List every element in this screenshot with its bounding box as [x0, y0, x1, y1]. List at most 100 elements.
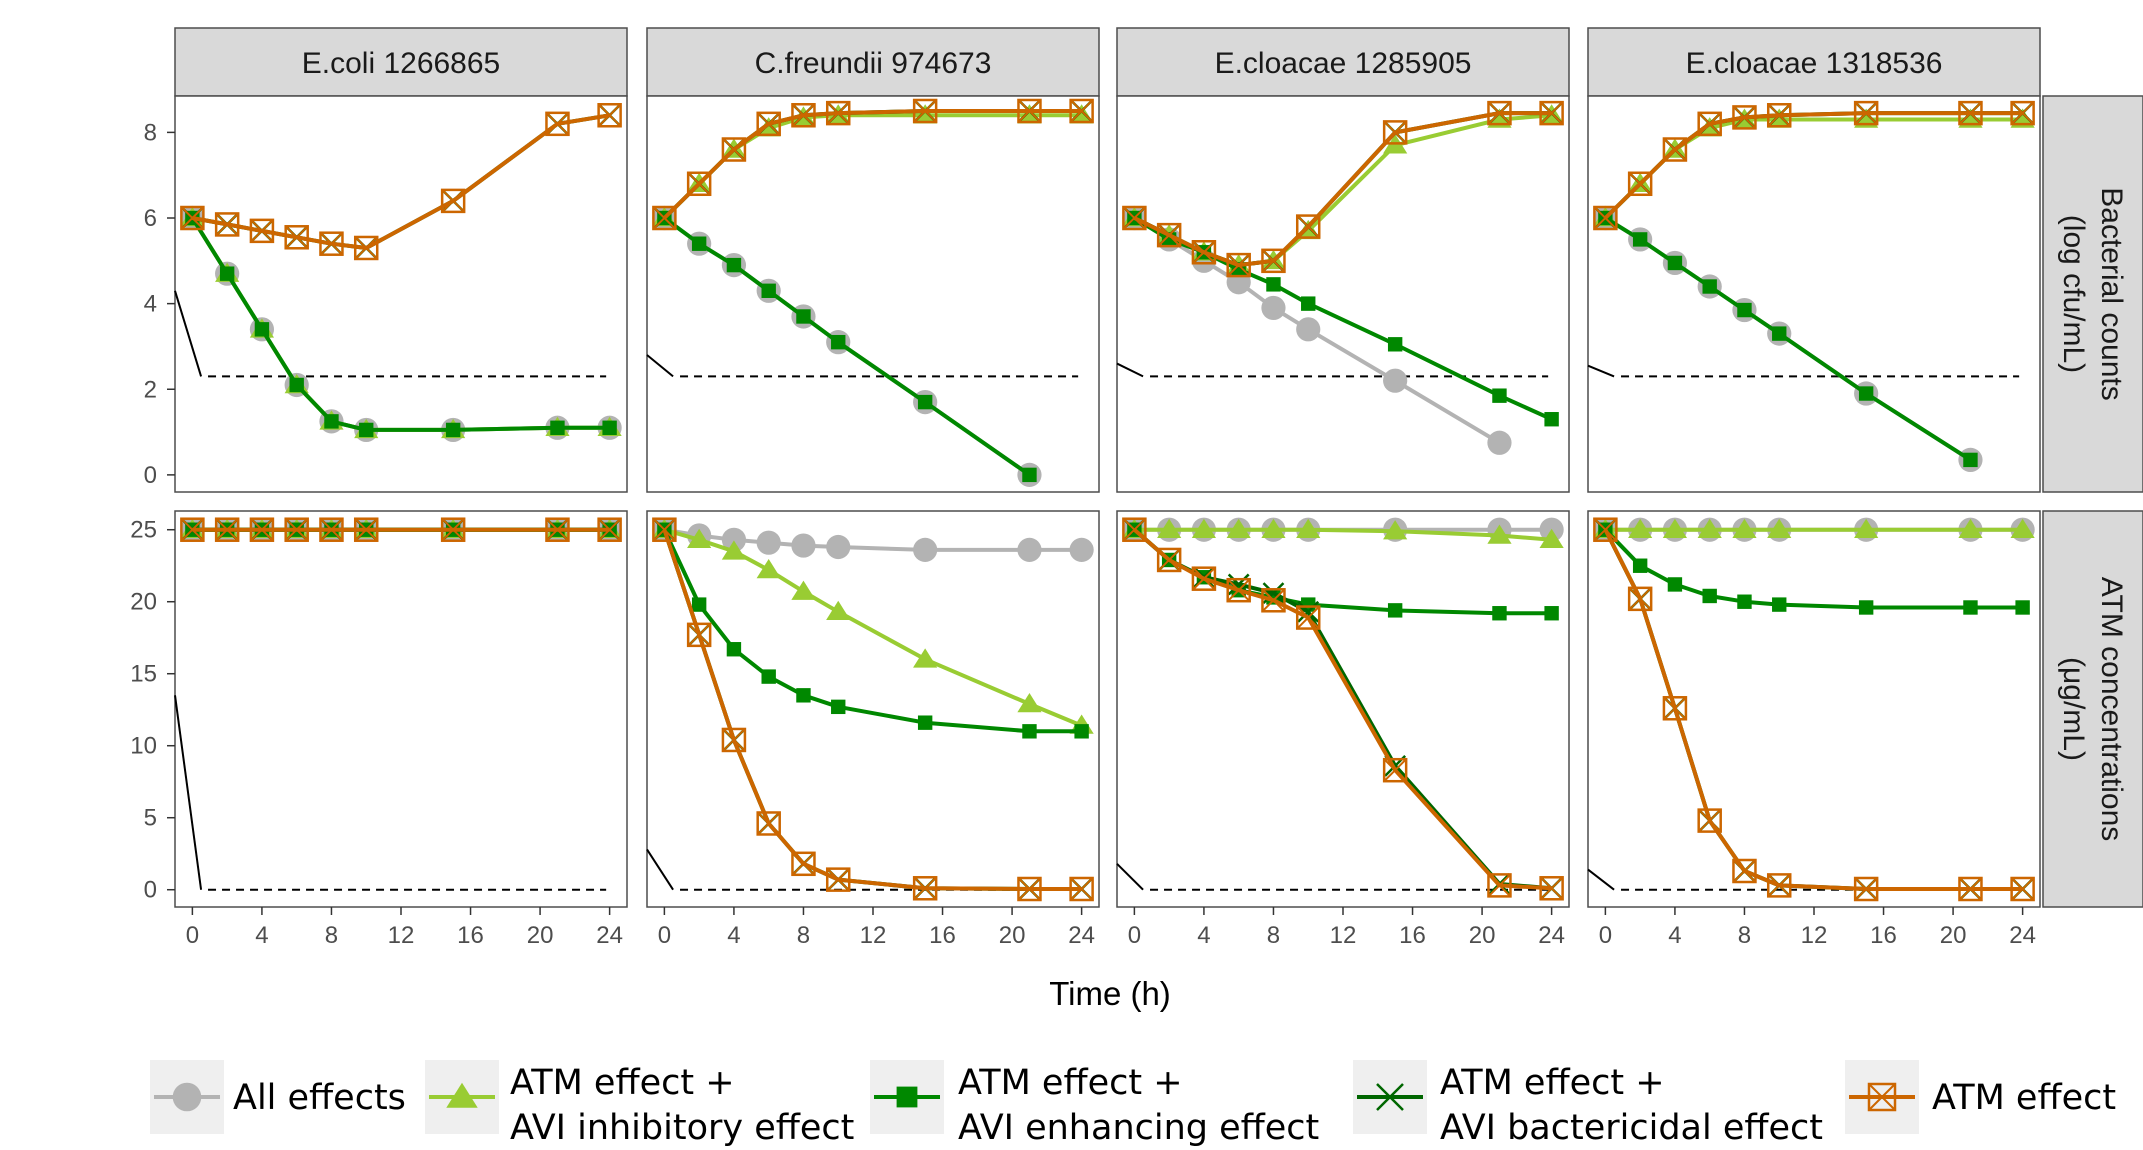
marker-box [652, 205, 677, 231]
data-point [550, 420, 565, 435]
data-point [1963, 452, 1978, 468]
x-tick-label: 8 [325, 922, 338, 949]
x-tick-label: 20 [527, 922, 554, 949]
data-point [721, 137, 747, 162]
marker-triangle [1662, 518, 1688, 538]
marker-box-cross [1958, 877, 1983, 901]
data-point [1487, 100, 1512, 126]
data-point [1702, 588, 1717, 604]
marker-box [440, 517, 466, 542]
panel-frame [646, 95, 1100, 493]
marker-circle [791, 533, 816, 558]
data-point [1539, 100, 1564, 126]
data-point [1958, 100, 1983, 126]
y-tick-label: 25 [130, 517, 157, 544]
marker-square [1772, 597, 1787, 612]
data-point [1593, 517, 1618, 542]
marker-box-cross [1628, 587, 1652, 611]
marker-triangle [1697, 518, 1722, 538]
legend-label-line: ATM effect [1932, 1078, 2116, 1118]
data-point [1662, 518, 1688, 538]
data-point [1958, 518, 1983, 538]
x-tick-label: 0 [1128, 922, 1141, 949]
data-point [1191, 566, 1217, 591]
marker-box [1017, 98, 1042, 124]
facet-strip-column [174, 27, 628, 97]
legend-label-line: AVI inhibitory effect [510, 1108, 854, 1148]
strip-label-line: (μg/mL) [2057, 657, 2090, 761]
marker-box [1539, 100, 1564, 126]
data-point [1296, 317, 1321, 342]
lloq-slope-line [646, 354, 674, 378]
marker-box [721, 137, 747, 162]
data-point [1191, 240, 1217, 265]
marker-box [1958, 100, 1983, 126]
lloq-slope-line [1587, 364, 1615, 378]
marker-circle [1017, 537, 1042, 562]
data-point [831, 699, 846, 715]
marker-triangle [756, 559, 781, 579]
data-point [1732, 858, 1757, 884]
data-point [1266, 277, 1281, 292]
marker-box [791, 851, 816, 877]
data-point [1017, 876, 1042, 902]
data-point [756, 530, 781, 555]
x-tick-label: 24 [2009, 922, 2036, 949]
data-point [1963, 600, 1978, 615]
marker-box-cross [1868, 1083, 1896, 1111]
data-point [1022, 467, 1037, 483]
marker-box-cross [1383, 120, 1407, 145]
strip-label-line: (log cfu/mL) [2057, 215, 2090, 373]
data-point [791, 533, 816, 558]
data-point [1387, 337, 1403, 352]
data-point [796, 309, 811, 324]
marker-box-cross [180, 518, 205, 542]
data-point [721, 527, 747, 552]
marker-triangle [913, 648, 938, 668]
marker-square [761, 669, 776, 684]
marker-box-cross [1697, 808, 1722, 833]
marker-box-cross [1069, 877, 1094, 901]
marker-box [1627, 171, 1653, 197]
marker-box [1732, 858, 1757, 884]
x-tick-label: 16 [457, 922, 484, 949]
data-point [440, 188, 466, 214]
data-point [319, 517, 344, 542]
marker-square [254, 322, 270, 337]
marker-box-cross [2010, 101, 2035, 125]
facet-strip-row [2042, 95, 2143, 493]
data-point [912, 876, 938, 901]
marker-box [686, 171, 712, 197]
data-point [1017, 98, 1042, 124]
marker-circle [826, 534, 851, 560]
marker-box [912, 98, 938, 124]
marker-square [761, 283, 776, 298]
legend-label-line: ATM effect + [958, 1063, 1183, 1103]
x-tick-label: 16 [1399, 922, 1426, 949]
marker-box [756, 811, 781, 836]
data-point [1593, 205, 1618, 231]
marker-triangle [826, 600, 851, 621]
marker-box-cross [284, 225, 309, 249]
data-point [1383, 520, 1408, 540]
marker-box [1593, 517, 1618, 542]
marker-box-cross [1296, 214, 1320, 239]
x-tick-label: 24 [1538, 922, 1565, 949]
marker-box-cross [687, 172, 711, 196]
marker-box-cross [597, 103, 622, 127]
marker-square [796, 309, 811, 324]
facet-strip-row-label: Bacterial counts(log cfu/mL) [2057, 187, 2128, 400]
marker-circle [1069, 537, 1094, 562]
data-point [445, 422, 461, 438]
marker-box-cross [1732, 105, 1757, 130]
marker-square [219, 266, 235, 281]
marker-box [825, 100, 851, 126]
data-point [1261, 588, 1286, 613]
marker-triangle [1261, 518, 1286, 538]
marker-square [1387, 603, 1403, 618]
panel-frame [174, 510, 628, 908]
marker-box [1766, 873, 1792, 898]
marker-box [353, 517, 379, 542]
marker-square [1022, 724, 1037, 739]
